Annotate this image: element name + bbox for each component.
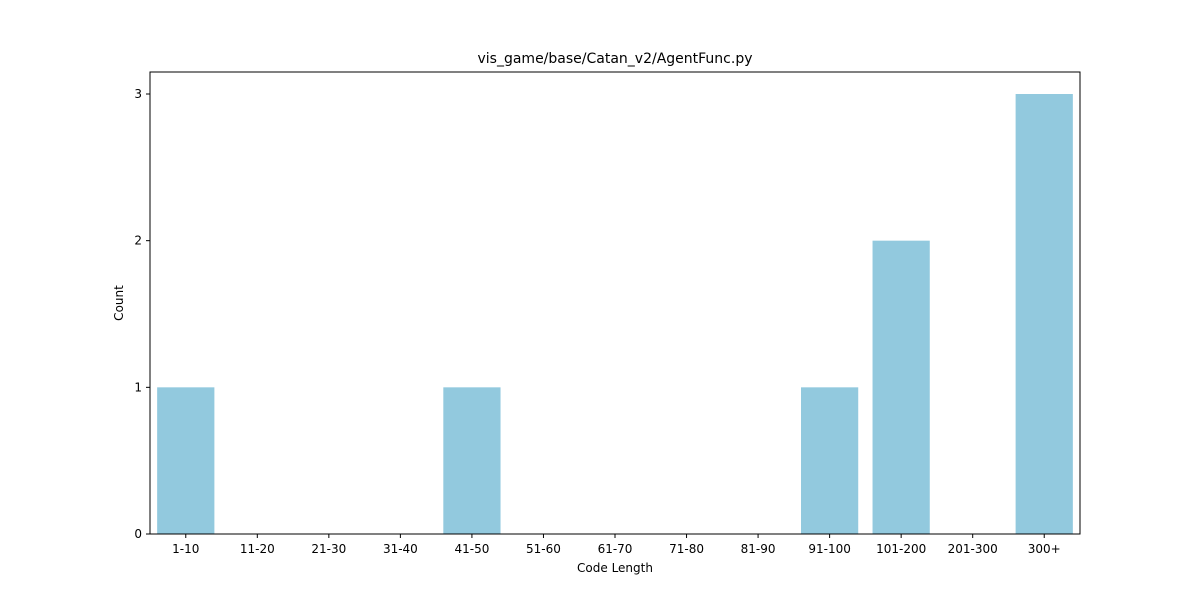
x-axis-label: Code Length [577,561,653,575]
x-tick-label: 21-30 [311,542,346,556]
x-axis-ticks: 1-10 11-20 21-30 31-40 41-50 51-60 61-70 71-80 8… [172,534,1061,556]
x-tick-label: 71-80 [669,542,704,556]
x-tick-label: 81-90 [741,542,776,556]
chart-title: vis_game/base/Catan_v2/AgentFunc.py [478,51,753,67]
x-tick-label: 1-10 [172,542,199,556]
x-tick-label: 11-20 [240,542,275,556]
bar-41-50 [443,387,501,534]
y-axis-ticks: 0 1 2 3 [134,87,150,541]
x-tick-label: 51-60 [526,542,561,556]
y-tick-label: 1 [134,380,142,394]
y-tick-label: 2 [134,234,142,248]
x-tick-label: 91-100 [808,542,851,556]
x-tick-label: 300+ [1028,542,1061,556]
bar-101-200 [872,240,930,534]
bars-group [157,94,1073,534]
x-tick-label: 101-200 [876,542,926,556]
y-tick-label: 0 [134,527,142,541]
x-tick-label: 31-40 [383,542,418,556]
x-tick-label: 41-50 [454,542,489,556]
bar-91-100 [801,387,859,534]
y-tick-label: 3 [134,87,142,101]
bar-300+ [1015,94,1073,534]
x-tick-label: 61-70 [598,542,633,556]
plot-frame [149,71,1081,535]
bar-1-10 [157,387,215,534]
x-tick-label: 201-300 [948,542,998,556]
y-axis-label: Count [112,285,126,321]
